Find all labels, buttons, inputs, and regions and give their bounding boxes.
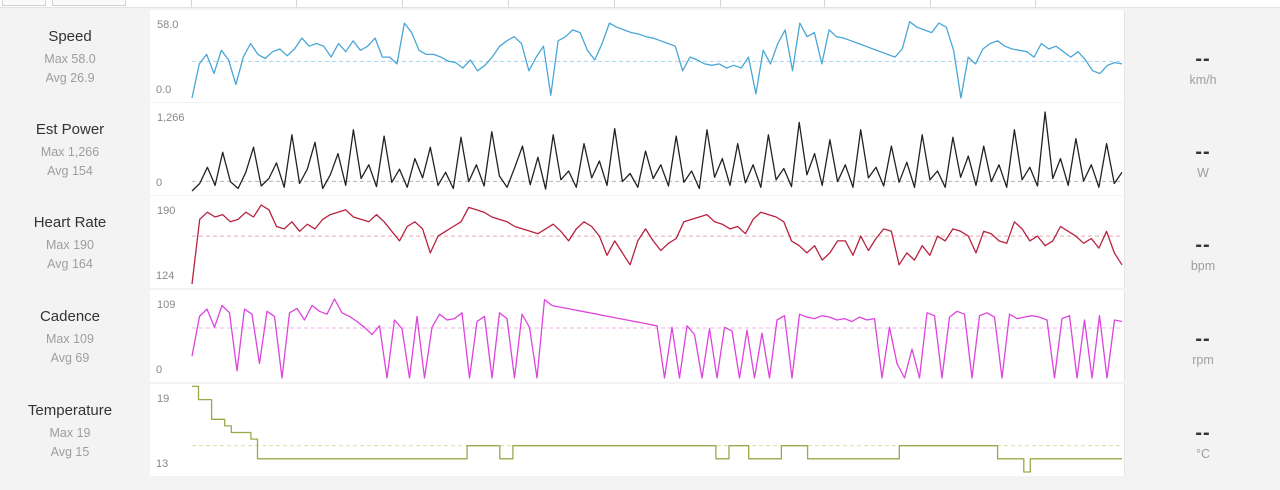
temperature-chart[interactable]: 19 13	[150, 384, 1125, 476]
metric-label-panel: Temperature Max 19 Avg 15	[0, 384, 150, 476]
cadence-chart-svg	[191, 298, 1123, 379]
timeline-tick	[930, 0, 931, 7]
y-axis-max-label: 19	[157, 393, 170, 405]
metric-name: Temperature	[27, 402, 113, 419]
y-axis-min-label: 0	[156, 177, 163, 189]
series-line	[192, 385, 1122, 473]
metric-avg: Avg 154	[47, 164, 93, 178]
series-line	[191, 298, 1123, 379]
metric-value-panel: -- °C	[1126, 384, 1280, 476]
metric-value-panel: -- W	[1126, 103, 1280, 195]
y-axis-min-label: 0.0	[156, 84, 172, 96]
top-tab-box[interactable]	[2, 0, 46, 6]
metric-label-panel: Est Power Max 1,266 Avg 154	[0, 103, 150, 195]
y-axis-min-label: 13	[156, 458, 169, 470]
metric-unit: rpm	[1192, 353, 1214, 367]
metric-unit: °C	[1195, 447, 1211, 461]
speed-chart[interactable]: 58.0 0.0	[150, 10, 1125, 102]
temperature-chart-svg	[192, 385, 1122, 473]
timeline-tick	[824, 0, 825, 7]
timeline-tick	[296, 0, 297, 7]
metric-row-speed: Speed Max 58.0 Avg 26.9 58.0 0.0 -- km/h	[0, 10, 1280, 102]
metric-value-panel: -- km/h	[1126, 10, 1280, 102]
metric-label-panel: Speed Max 58.0 Avg 26.9	[0, 10, 150, 102]
heart-rate-chart[interactable]: 190 124	[150, 196, 1125, 288]
metric-label-panel: Heart Rate Max 190 Avg 164	[0, 196, 150, 288]
metric-label-panel: Cadence Max 109 Avg 69	[0, 290, 150, 382]
metric-avg: Avg 164	[47, 257, 93, 271]
metric-max: Max 190	[46, 238, 94, 252]
timeline-tick	[720, 0, 721, 7]
y-axis-max-label: 58.0	[157, 19, 179, 31]
current-value: --	[1195, 141, 1211, 163]
metric-max: Max 19	[49, 426, 91, 440]
series-line	[191, 111, 1123, 192]
metric-value-panel: -- rpm	[1126, 290, 1280, 382]
metric-row-heart-rate: Heart Rate Max 190 Avg 164 190 124 -- bp…	[0, 196, 1280, 288]
y-axis-max-label: 190	[157, 205, 176, 217]
timeline-tick	[508, 0, 509, 7]
metric-unit: km/h	[1189, 73, 1217, 87]
y-axis-min-label: 0	[156, 364, 163, 376]
metric-unit: bpm	[1190, 259, 1216, 273]
metric-avg: Avg 15	[50, 445, 90, 459]
metric-avg: Avg 69	[50, 351, 90, 365]
metric-name: Cadence	[39, 308, 101, 325]
series-line	[191, 204, 1123, 285]
y-axis-min-label: 124	[156, 270, 175, 282]
current-value: --	[1195, 48, 1211, 70]
power-chart-svg	[191, 111, 1123, 192]
top-tab-strip	[0, 0, 1280, 8]
current-value: --	[1195, 422, 1211, 444]
y-axis-max-label: 109	[157, 299, 176, 311]
timeline-tick	[191, 0, 192, 7]
top-tab-box[interactable]	[52, 0, 126, 6]
metric-name: Speed	[48, 28, 92, 45]
metric-name: Est Power	[35, 121, 105, 138]
metric-unit: W	[1197, 166, 1209, 180]
metric-row-temperature: Temperature Max 19 Avg 15 19 13 -- °C	[0, 384, 1280, 476]
timeline-tick	[402, 0, 403, 7]
timeline-tick	[1035, 0, 1036, 7]
metric-row-cadence: Cadence Max 109 Avg 69 109 0 -- rpm	[0, 290, 1280, 382]
metric-row-power: Est Power Max 1,266 Avg 154 1,266 0 -- W	[0, 103, 1280, 195]
series-line	[191, 21, 1123, 99]
current-value: --	[1195, 234, 1211, 256]
speed-chart-svg	[191, 21, 1123, 99]
heart-rate-chart-svg	[191, 204, 1123, 285]
y-axis-max-label: 1,266	[157, 112, 185, 124]
timeline-tick	[614, 0, 615, 7]
metric-max: Max 109	[46, 332, 94, 346]
power-chart[interactable]: 1,266 0	[150, 103, 1125, 195]
metric-value-panel: -- bpm	[1126, 196, 1280, 288]
metric-max: Max 1,266	[40, 145, 100, 159]
metric-name: Heart Rate	[33, 214, 107, 231]
metric-max: Max 58.0	[44, 52, 96, 66]
cadence-chart[interactable]: 109 0	[150, 290, 1125, 382]
metric-avg: Avg 26.9	[45, 71, 95, 85]
current-value: --	[1195, 328, 1211, 350]
